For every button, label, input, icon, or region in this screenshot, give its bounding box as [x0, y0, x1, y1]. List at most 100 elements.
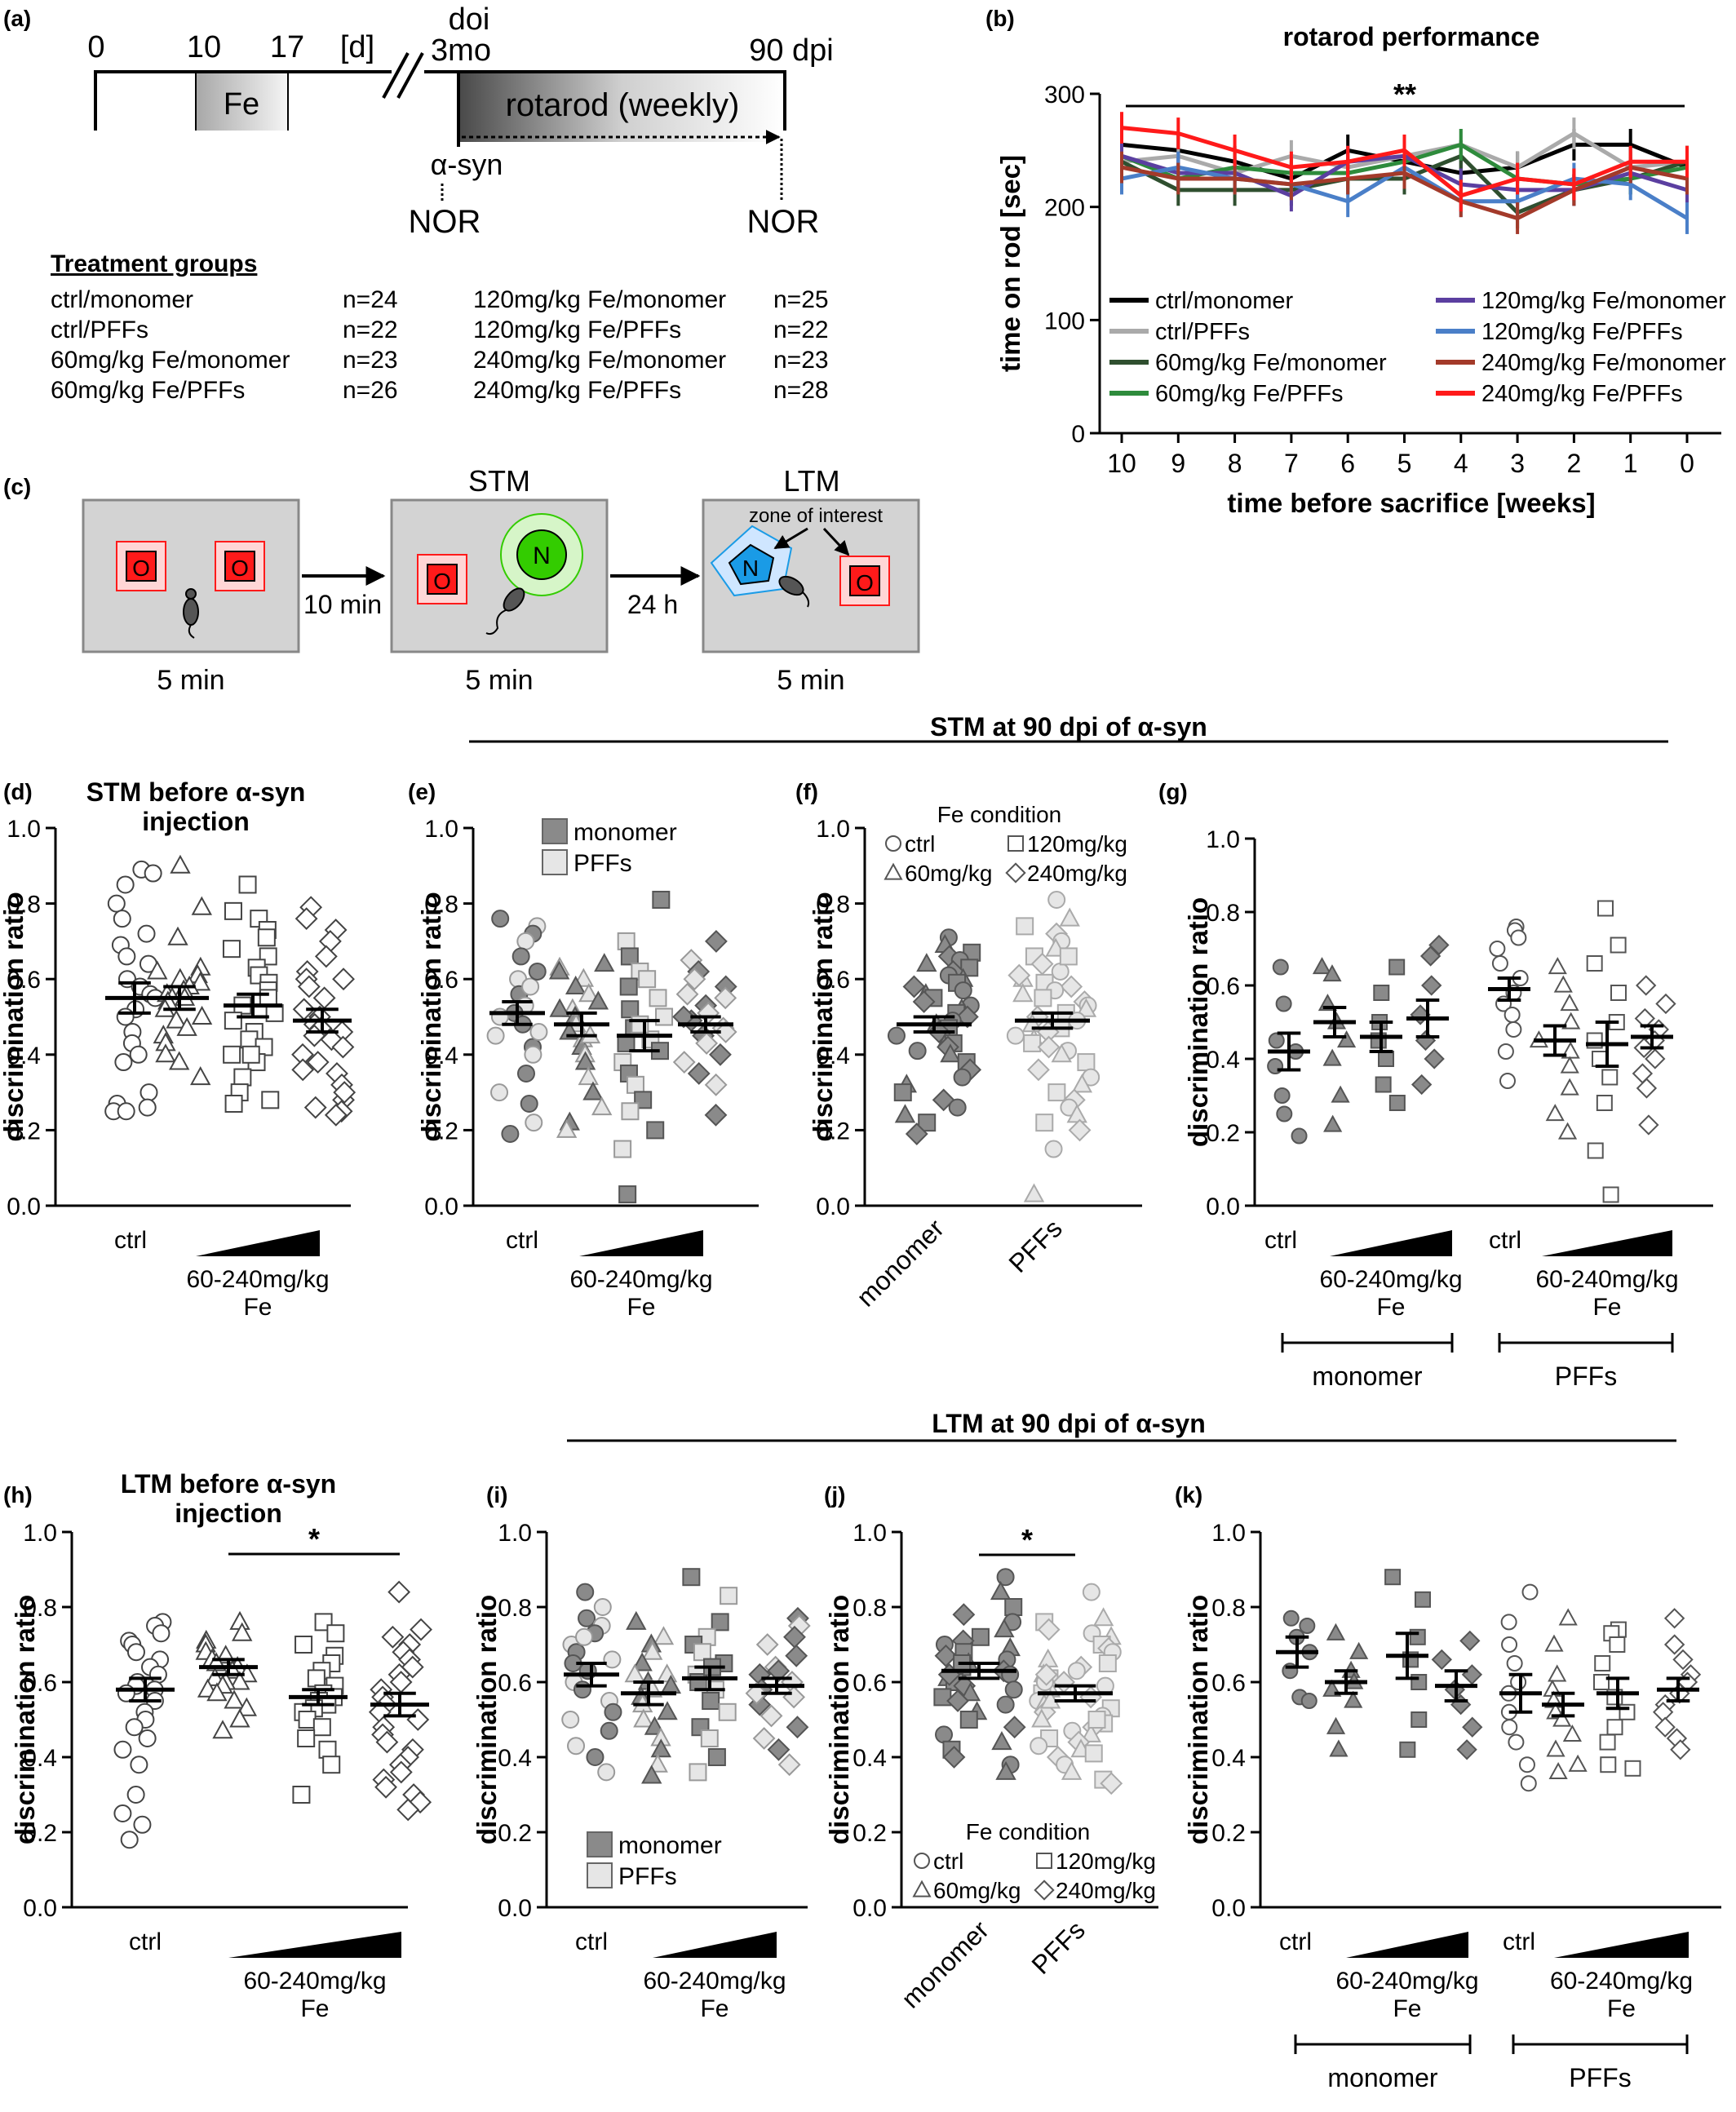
data-point: [1344, 1690, 1363, 1708]
object-1-label: O: [132, 556, 150, 581]
data-point: [318, 1740, 337, 1759]
data-point: [1636, 975, 1657, 996]
data-point: [1067, 1662, 1086, 1680]
y-tick-label: 0.0: [498, 1895, 532, 1922]
data-point: [396, 1798, 420, 1822]
data-point: [1299, 1618, 1316, 1634]
data-point: [994, 1618, 1015, 1638]
tick-10: 10: [187, 30, 221, 64]
asyn-label: α-syn: [431, 148, 503, 181]
data-point: [893, 1083, 912, 1102]
data-point: [657, 1701, 678, 1720]
data-point: [1349, 1641, 1369, 1659]
data-point: [1047, 890, 1066, 909]
y-tick-label: 0.2: [1211, 1820, 1246, 1847]
data-point: [381, 1625, 405, 1649]
x-tick-label: 9: [1171, 449, 1185, 478]
y-tick-label: 0.8: [498, 1595, 532, 1622]
data-point: [1459, 1630, 1481, 1652]
data-point: [1098, 1654, 1117, 1672]
data-point: [1521, 1583, 1539, 1601]
data-point: [1560, 1078, 1579, 1096]
doi-label: doi: [449, 2, 490, 37]
group-n: n=28: [773, 377, 829, 404]
data-point: [1037, 1618, 1061, 1641]
y-tick-label: 0.8: [23, 1595, 57, 1622]
y-tick-label: 0.0: [23, 1895, 57, 1922]
data-point: [1373, 985, 1390, 1001]
legend-label: monomer: [574, 819, 677, 846]
group-name: ctrl/monomer: [51, 286, 193, 313]
data-point: [1071, 1074, 1093, 1093]
y-tick-label: 200: [1044, 195, 1085, 222]
data-point: [1568, 1754, 1588, 1772]
data-point: [704, 1103, 728, 1127]
nor-left-label: NOR: [409, 204, 481, 240]
data-point: [1077, 1053, 1096, 1072]
object-2: [224, 551, 255, 582]
wedge-label: Fe: [1376, 1294, 1405, 1321]
data-point: [1587, 1142, 1604, 1159]
y-axis-label: discrimination ratio: [1183, 1595, 1213, 1844]
data-point: [785, 1644, 808, 1667]
y-tick-label: 0.2: [498, 1820, 532, 1847]
data-point: [1080, 1723, 1101, 1742]
data-point: [578, 1609, 596, 1627]
y-tick-label: 1.0: [424, 816, 458, 843]
data-point: [619, 977, 638, 996]
data-point: [582, 1081, 604, 1100]
data-point: [1414, 1591, 1431, 1608]
group-name: 240mg/kg Fe/PFFs: [473, 377, 681, 404]
panel-label: (h): [3, 1482, 33, 1508]
data-point: [960, 959, 979, 977]
data-point: [1035, 1114, 1054, 1132]
object-box-1: [116, 541, 166, 591]
legend-monomer-swatch: [587, 1831, 613, 1857]
zone-arrow-right: [822, 527, 850, 556]
data-point: [224, 1012, 242, 1030]
y-tick-label: 0.0: [1206, 1193, 1240, 1220]
significance-stars: **: [1393, 77, 1416, 111]
y-tick-label: 0.0: [424, 1193, 458, 1220]
treatment-groups-list: ctrl/monomer n=24 ctrl/PFFs n=22 60mg/kg Fe/…: [51, 286, 829, 404]
data-point: [229, 1671, 250, 1690]
data-point: [229, 1708, 250, 1728]
data-point: [117, 947, 136, 966]
data-point: [294, 1636, 313, 1654]
data-point: [1655, 993, 1676, 1015]
data-point: [1268, 1032, 1285, 1049]
data-point: [520, 1094, 538, 1113]
chart-title: injection: [175, 1499, 282, 1528]
data-point: [1004, 1598, 1023, 1616]
y-tick-label: 300: [1044, 82, 1085, 108]
y-tick-label: 0.0: [852, 1895, 887, 1922]
data-point: [1399, 1741, 1416, 1758]
x-tick-label: 7: [1284, 449, 1299, 478]
data-point: [116, 1007, 135, 1026]
data-point: [603, 1650, 622, 1669]
data-point: [1499, 1073, 1516, 1089]
data-point: [1329, 1739, 1348, 1757]
y-tick-label: 0.4: [7, 1043, 41, 1069]
x-label-ctrl: ctrl: [575, 1928, 608, 1955]
data-point: [996, 1695, 1015, 1714]
data-point: [232, 1622, 253, 1641]
data-point: [932, 1088, 955, 1112]
data-point: [908, 1042, 927, 1060]
data-point: [233, 1068, 252, 1087]
wedge-label: 60-240mg/kg: [1550, 1968, 1693, 1995]
data-point: [952, 1603, 976, 1627]
mouse-icon-3: [778, 575, 810, 608]
data-point: [1084, 1744, 1103, 1763]
data-point: [406, 1708, 430, 1731]
panel-g-chart: (g) 0.0 0.2 0.4 0.6 0.8 1.0 discrimination rati…: [1158, 779, 1713, 1391]
time-2: 5 min: [465, 665, 533, 696]
break-mark-2: [396, 52, 424, 99]
data-point: [548, 960, 570, 980]
data-point: [1075, 998, 1097, 1017]
data-point: [120, 1831, 139, 1849]
zone-of-interest-label: zone of interest: [749, 505, 883, 527]
y-tick-label: 0.4: [1211, 1745, 1246, 1772]
data-point: [1004, 1680, 1023, 1699]
data-point: [594, 953, 615, 972]
